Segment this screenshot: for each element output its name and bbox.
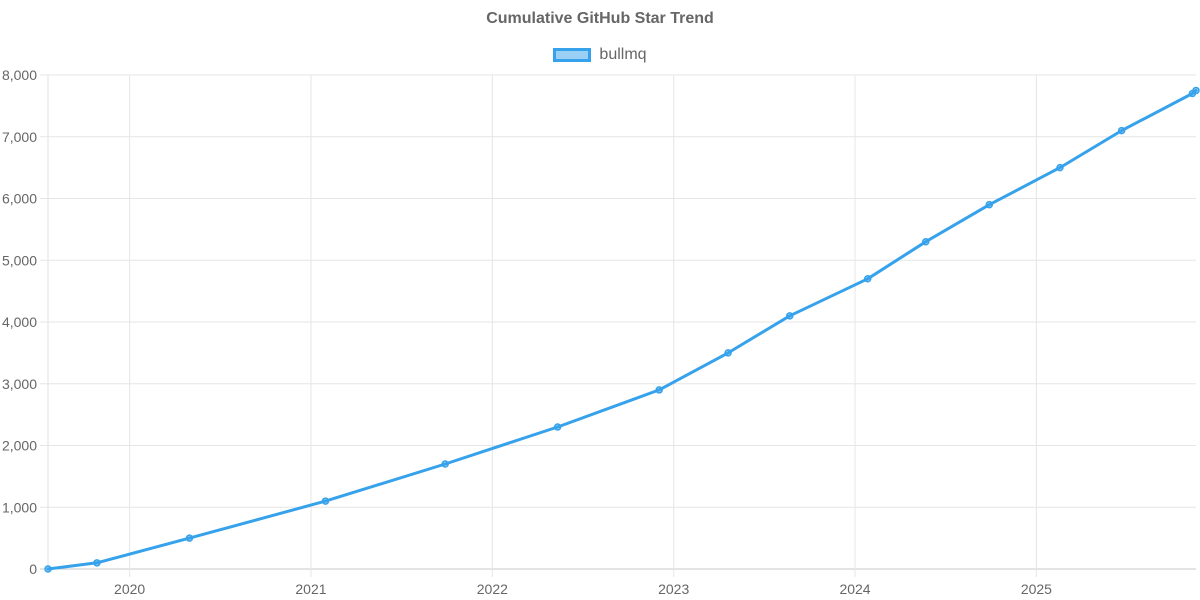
data-point: [185, 534, 194, 542]
data-point: [786, 312, 794, 320]
series-line: [46, 88, 1198, 571]
x-tick-label: 2020: [114, 581, 145, 597]
legend-swatch: [553, 48, 592, 62]
data-point: [553, 423, 562, 431]
x-tick-label: 2021: [295, 581, 326, 597]
grid-layer: [40, 74, 1196, 577]
y-tick-label: 4,000: [2, 314, 37, 330]
x-tick-label: 2025: [1021, 581, 1052, 597]
y-tick-label: 2,000: [2, 438, 37, 454]
data-point: [1192, 86, 1200, 95]
y-tick-label: 1,000: [2, 499, 37, 515]
data-point: [985, 200, 994, 209]
y-tick-label: 5,000: [2, 252, 37, 268]
data-point: [441, 460, 449, 468]
y-tick-label: 8,000: [2, 67, 37, 83]
series-layer: [44, 86, 1200, 573]
data-point: [863, 275, 872, 283]
data-point: [44, 565, 52, 573]
y-tick-label: 6,000: [2, 191, 37, 207]
legend-label: bullmq: [599, 46, 647, 63]
legend[interactable]: bullmq: [0, 46, 1200, 64]
data-point: [922, 237, 930, 246]
chart-title: Cumulative GitHub Star Trend: [486, 10, 714, 27]
x-tick-label: 2022: [477, 581, 508, 597]
axis-layer: 0 1,000 2,000 3,000 4,000 5,000 6,000 7,000 8,00…: [2, 67, 1052, 597]
y-tick-label: 0: [29, 561, 37, 577]
data-point: [321, 497, 330, 505]
data-point: [1056, 163, 1064, 172]
x-tick-label: 2024: [839, 581, 870, 597]
data-point: [655, 386, 663, 394]
data-point: [1117, 126, 1126, 135]
y-tick-label: 7,000: [2, 129, 37, 145]
data-point: [93, 559, 101, 567]
y-tick-label: 3,000: [2, 376, 37, 392]
x-tick-label: 2023: [658, 581, 689, 597]
data-point: [724, 349, 732, 357]
